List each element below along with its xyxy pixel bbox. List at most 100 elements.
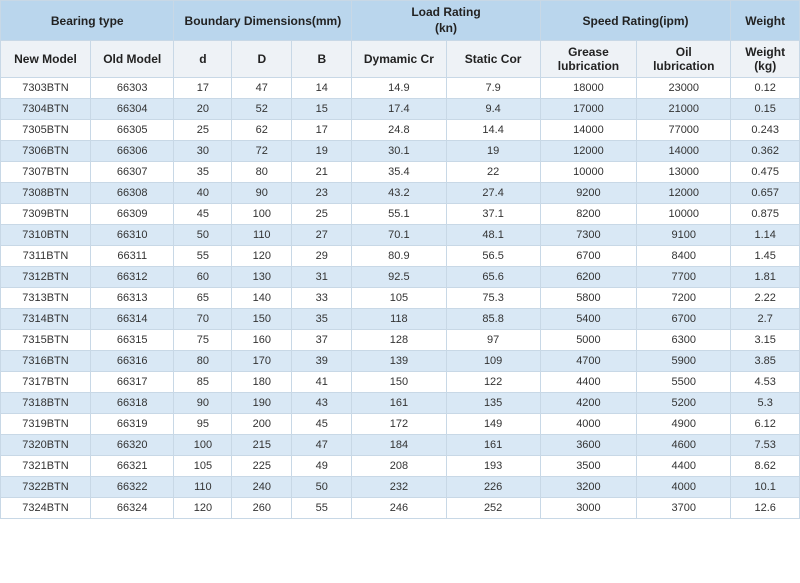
table-cell: 149	[446, 414, 540, 435]
table-cell: 52	[232, 99, 292, 120]
table-cell: 7318BTN	[1, 393, 91, 414]
table-cell: 7314BTN	[1, 309, 91, 330]
table-cell: 43	[292, 393, 352, 414]
table-cell: 47	[232, 78, 292, 99]
table-cell: 7317BTN	[1, 372, 91, 393]
table-row: 7312BTN66312601303192.565.6620077001.81	[1, 267, 800, 288]
table-cell: 33	[292, 288, 352, 309]
table-cell: 29	[292, 246, 352, 267]
table-cell: 7319BTN	[1, 414, 91, 435]
table-cell: 22	[446, 162, 540, 183]
table-row: 7308BTN6630840902343.227.49200120000.657	[1, 183, 800, 204]
table-cell: 6700	[637, 309, 731, 330]
sub-D: D	[232, 41, 292, 78]
table-cell: 118	[352, 309, 446, 330]
table-cell: 66306	[90, 141, 174, 162]
table-row: 7315BTN66315751603712897500063003.15	[1, 330, 800, 351]
table-cell: 66311	[90, 246, 174, 267]
table-cell: 66308	[90, 183, 174, 204]
table-cell: 1.14	[731, 225, 800, 246]
table-cell: 27	[292, 225, 352, 246]
table-cell: 31	[292, 267, 352, 288]
table-cell: 90	[232, 183, 292, 204]
table-cell: 19	[292, 141, 352, 162]
table-cell: 150	[352, 372, 446, 393]
table-cell: 90	[174, 393, 232, 414]
table-row: 7314BTN66314701503511885.8540067002.7	[1, 309, 800, 330]
table-cell: 180	[232, 372, 292, 393]
table-cell: 24.8	[352, 120, 446, 141]
table-cell: 120	[174, 498, 232, 519]
table-cell: 7303BTN	[1, 78, 91, 99]
table-cell: 7200	[637, 288, 731, 309]
table-row: 7304BTN6630420521517.49.417000210000.15	[1, 99, 800, 120]
table-cell: 100	[174, 435, 232, 456]
table-row: 7322BTN66322110240502322263200400010.1	[1, 477, 800, 498]
table-cell: 232	[352, 477, 446, 498]
table-cell: 14	[292, 78, 352, 99]
table-cell: 66312	[90, 267, 174, 288]
table-cell: 161	[446, 435, 540, 456]
table-cell: 27.4	[446, 183, 540, 204]
table-cell: 122	[446, 372, 540, 393]
table-cell: 7324BTN	[1, 498, 91, 519]
table-cell: 75	[174, 330, 232, 351]
sub-stat-cor: Static Cor	[446, 41, 540, 78]
table-cell: 45	[292, 414, 352, 435]
table-cell: 0.875	[731, 204, 800, 225]
sub-oil-l1: Oil	[639, 45, 728, 59]
table-row: 7305BTN6630525621724.814.414000770000.24…	[1, 120, 800, 141]
sub-oil-l2: lubrication	[639, 59, 728, 73]
table-cell: 25	[174, 120, 232, 141]
table-cell: 7300	[540, 225, 636, 246]
table-cell: 215	[232, 435, 292, 456]
table-row: 7320BTN6632010021547184161360046007.53	[1, 435, 800, 456]
table-cell: 7312BTN	[1, 267, 91, 288]
sub-old-model: Old Model	[90, 41, 174, 78]
table-cell: 17.4	[352, 99, 446, 120]
table-cell: 7316BTN	[1, 351, 91, 372]
table-cell: 65	[174, 288, 232, 309]
table-cell: 3500	[540, 456, 636, 477]
table-cell: 18000	[540, 78, 636, 99]
table-cell: 109	[446, 351, 540, 372]
table-cell: 6.12	[731, 414, 800, 435]
table-cell: 190	[232, 393, 292, 414]
table-cell: 5900	[637, 351, 731, 372]
table-row: 7306BTN6630630721930.11912000140000.362	[1, 141, 800, 162]
table-cell: 6700	[540, 246, 636, 267]
table-cell: 128	[352, 330, 446, 351]
table-cell: 66304	[90, 99, 174, 120]
table-cell: 23	[292, 183, 352, 204]
table-row: 7310BTN66310501102770.148.1730091001.14	[1, 225, 800, 246]
table-cell: 5200	[637, 393, 731, 414]
table-cell: 50	[174, 225, 232, 246]
sub-new-model: New Model	[1, 41, 91, 78]
table-cell: 9100	[637, 225, 731, 246]
table-row: 7324BTN66324120260552462523000370012.6	[1, 498, 800, 519]
table-row: 7311BTN66311551202980.956.5670084001.45	[1, 246, 800, 267]
header-bearing-type: Bearing type	[1, 1, 174, 41]
table-cell: 10.1	[731, 477, 800, 498]
table-cell: 17	[174, 78, 232, 99]
table-cell: 7305BTN	[1, 120, 91, 141]
table-cell: 66307	[90, 162, 174, 183]
table-cell: 3.85	[731, 351, 800, 372]
table-cell: 55.1	[352, 204, 446, 225]
table-cell: 240	[232, 477, 292, 498]
table-cell: 66305	[90, 120, 174, 141]
table-row: 7316BTN663168017039139109470059003.85	[1, 351, 800, 372]
table-cell: 41	[292, 372, 352, 393]
table-cell: 17000	[540, 99, 636, 120]
table-cell: 160	[232, 330, 292, 351]
table-cell: 0.243	[731, 120, 800, 141]
table-cell: 3000	[540, 498, 636, 519]
table-cell: 105	[174, 456, 232, 477]
table-cell: 2.7	[731, 309, 800, 330]
table-body: 7303BTN6630317471414.97.918000230000.127…	[1, 78, 800, 519]
table-cell: 10000	[540, 162, 636, 183]
table-cell: 72	[232, 141, 292, 162]
table-cell: 1.81	[731, 267, 800, 288]
sub-B: B	[292, 41, 352, 78]
table-cell: 80	[232, 162, 292, 183]
